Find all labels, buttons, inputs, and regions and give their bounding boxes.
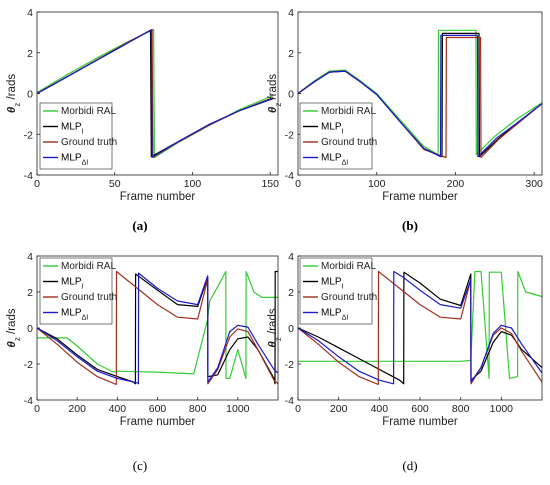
- chart-panel-b: 0 100 200 300 -4 -2 0 2 4 Frame number θz /rads Mor…: [267, 7, 543, 203]
- x-tick-label: 400: [109, 403, 127, 415]
- y-tick-label: 0: [27, 89, 33, 101]
- caption-c: (c): [133, 458, 147, 473]
- legend-entry-morbidi: Morbidi RAL: [61, 106, 116, 117]
- caption-a: (a): [132, 218, 147, 233]
- y-tick-label: 2: [288, 287, 294, 299]
- legend-entry-ground_truth: Ground truth: [61, 137, 117, 148]
- y-tick-label: 0: [27, 323, 33, 335]
- legend-entry-ground_truth: Ground truth: [321, 292, 377, 303]
- legend-entry-morbidi: Morbidi RAL: [321, 106, 376, 117]
- y-tick-label: -2: [285, 359, 294, 371]
- y-tick-label: 4: [288, 251, 294, 263]
- y-axis-label: θz /rads: [267, 308, 283, 347]
- x-tick-label: 1000: [490, 403, 514, 415]
- y-tick-label: 0: [288, 89, 294, 101]
- legend-entry-ground_truth: Ground truth: [321, 137, 377, 148]
- y-tick-label: -4: [285, 170, 294, 182]
- legend-entry-morbidi: Morbidi RAL: [321, 261, 376, 272]
- x-tick-label: 200: [68, 403, 86, 415]
- x-tick-label: 600: [411, 403, 429, 415]
- x-axis-label: Frame number: [382, 191, 458, 203]
- y-tick-label: 4: [27, 7, 33, 19]
- y-tick-label: -2: [24, 359, 33, 371]
- x-tick-label: 300: [525, 178, 543, 190]
- y-tick-label: -2: [24, 129, 33, 141]
- caption-b: (b): [402, 218, 418, 233]
- x-tick-label: 100: [184, 178, 202, 190]
- x-tick-label: 50: [109, 178, 121, 190]
- x-axis-label: Frame number: [382, 416, 458, 428]
- x-tick-label: 200: [447, 178, 465, 190]
- x-tick-label: 200: [330, 403, 348, 415]
- x-tick-label: 600: [149, 403, 167, 415]
- y-tick-label: 4: [288, 7, 294, 19]
- y-tick-label: -4: [24, 395, 33, 407]
- chart-panel-d: 0 200 400 600 800 1000 -4 -2 0 2 4 Frame number θz /…: [267, 251, 542, 428]
- x-tick-label: 0: [34, 178, 40, 190]
- y-tick-label: 2: [27, 48, 33, 60]
- chart-panel-a: 0 50 100 150 -4 -2 0 2 4 Frame number θz /rads Morb…: [6, 7, 279, 203]
- y-axis-label: θz /rads: [6, 308, 22, 347]
- x-axis-label: Frame number: [120, 191, 196, 203]
- y-axis-label: θz /rads: [6, 74, 22, 113]
- x-tick-label: 0: [295, 403, 301, 415]
- y-tick-label: 2: [288, 48, 294, 60]
- y-tick-label: -4: [285, 395, 294, 407]
- y-tick-label: -4: [24, 170, 33, 182]
- y-tick-label: 4: [27, 251, 33, 263]
- x-tick-label: 400: [371, 403, 389, 415]
- legend-entry-ground_truth: Ground truth: [61, 292, 117, 303]
- legend-entry-morbidi: Morbidi RAL: [61, 261, 116, 272]
- x-tick-label: 0: [295, 178, 301, 190]
- x-axis-label: Frame number: [120, 416, 196, 428]
- x-tick-label: 0: [34, 403, 40, 415]
- y-tick-label: 2: [27, 287, 33, 299]
- x-tick-label: 800: [452, 403, 470, 415]
- chart-panel-c: 0 200 400 600 800 1000 -4 -2 0 2 4 Frame number θz /…: [6, 251, 278, 428]
- y-tick-label: -2: [285, 129, 294, 141]
- x-tick-label: 800: [189, 403, 207, 415]
- caption-d: (d): [402, 458, 417, 473]
- y-tick-label: 0: [288, 323, 294, 335]
- x-tick-label: 150: [261, 178, 279, 190]
- y-axis-label: θz /rads: [267, 74, 283, 113]
- x-tick-label: 100: [368, 178, 386, 190]
- x-tick-label: 1000: [226, 403, 250, 415]
